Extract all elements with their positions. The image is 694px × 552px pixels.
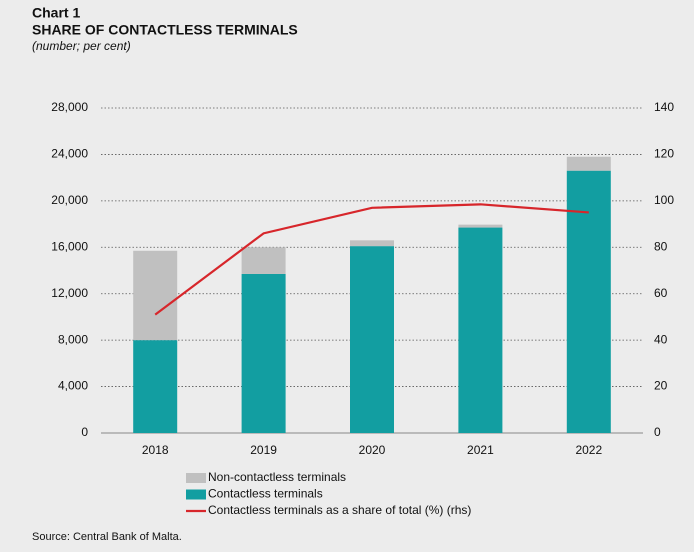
y-tick-label: 8,000: [58, 332, 88, 346]
y2-tick-label: 80: [654, 239, 668, 253]
legend-label: Contactless terminals: [208, 487, 323, 501]
y2-tick-label: 40: [654, 332, 668, 346]
y-tick-label: 4,000: [58, 379, 88, 393]
y2-tick-label: 20: [654, 379, 668, 393]
bar: [566, 156, 611, 171]
bar: [350, 240, 394, 247]
bar: [241, 247, 286, 274]
y-tick-label: 24,000: [51, 147, 88, 161]
y2-tick-label: 140: [654, 100, 674, 114]
bar: [458, 224, 503, 228]
bar: [133, 250, 178, 341]
y-tick-label: 12,000: [51, 286, 88, 300]
y2-tick-label: 120: [654, 147, 674, 161]
legend-swatch: [186, 489, 206, 500]
bar: [566, 170, 611, 433]
bar: [458, 227, 503, 433]
bar: [350, 246, 394, 433]
y-tick-label: 0: [81, 425, 88, 439]
legend-swatch: [186, 473, 206, 483]
y2-tick-label: 100: [654, 193, 674, 207]
line: [154, 203, 589, 316]
chart-label: Chart 1: [32, 5, 80, 21]
legend-label: Contactless terminals as a share of tota…: [208, 503, 471, 517]
chart-title: SHARE OF CONTACTLESS TERMINALS: [32, 22, 298, 38]
legend-label: Non-contactless terminals: [208, 470, 346, 484]
y-tick-label: 20,000: [51, 193, 88, 207]
y2-tick-label: 60: [654, 286, 668, 300]
x-tick-label: 2021: [467, 443, 494, 457]
y-tick-label: 16,000: [51, 239, 88, 253]
y2-tick-label: 0: [654, 425, 661, 439]
chart-subtitle: (number; per cent): [32, 39, 131, 53]
x-tick-label: 2022: [575, 443, 602, 457]
x-tick-label: 2019: [250, 443, 277, 457]
bar: [241, 273, 286, 433]
y-tick-label: 28,000: [51, 100, 88, 114]
source: Source: Central Bank of Malta.: [32, 531, 182, 543]
bar: [133, 340, 178, 433]
x-tick-label: 2020: [359, 443, 386, 457]
x-tick-label: 2018: [142, 443, 169, 457]
